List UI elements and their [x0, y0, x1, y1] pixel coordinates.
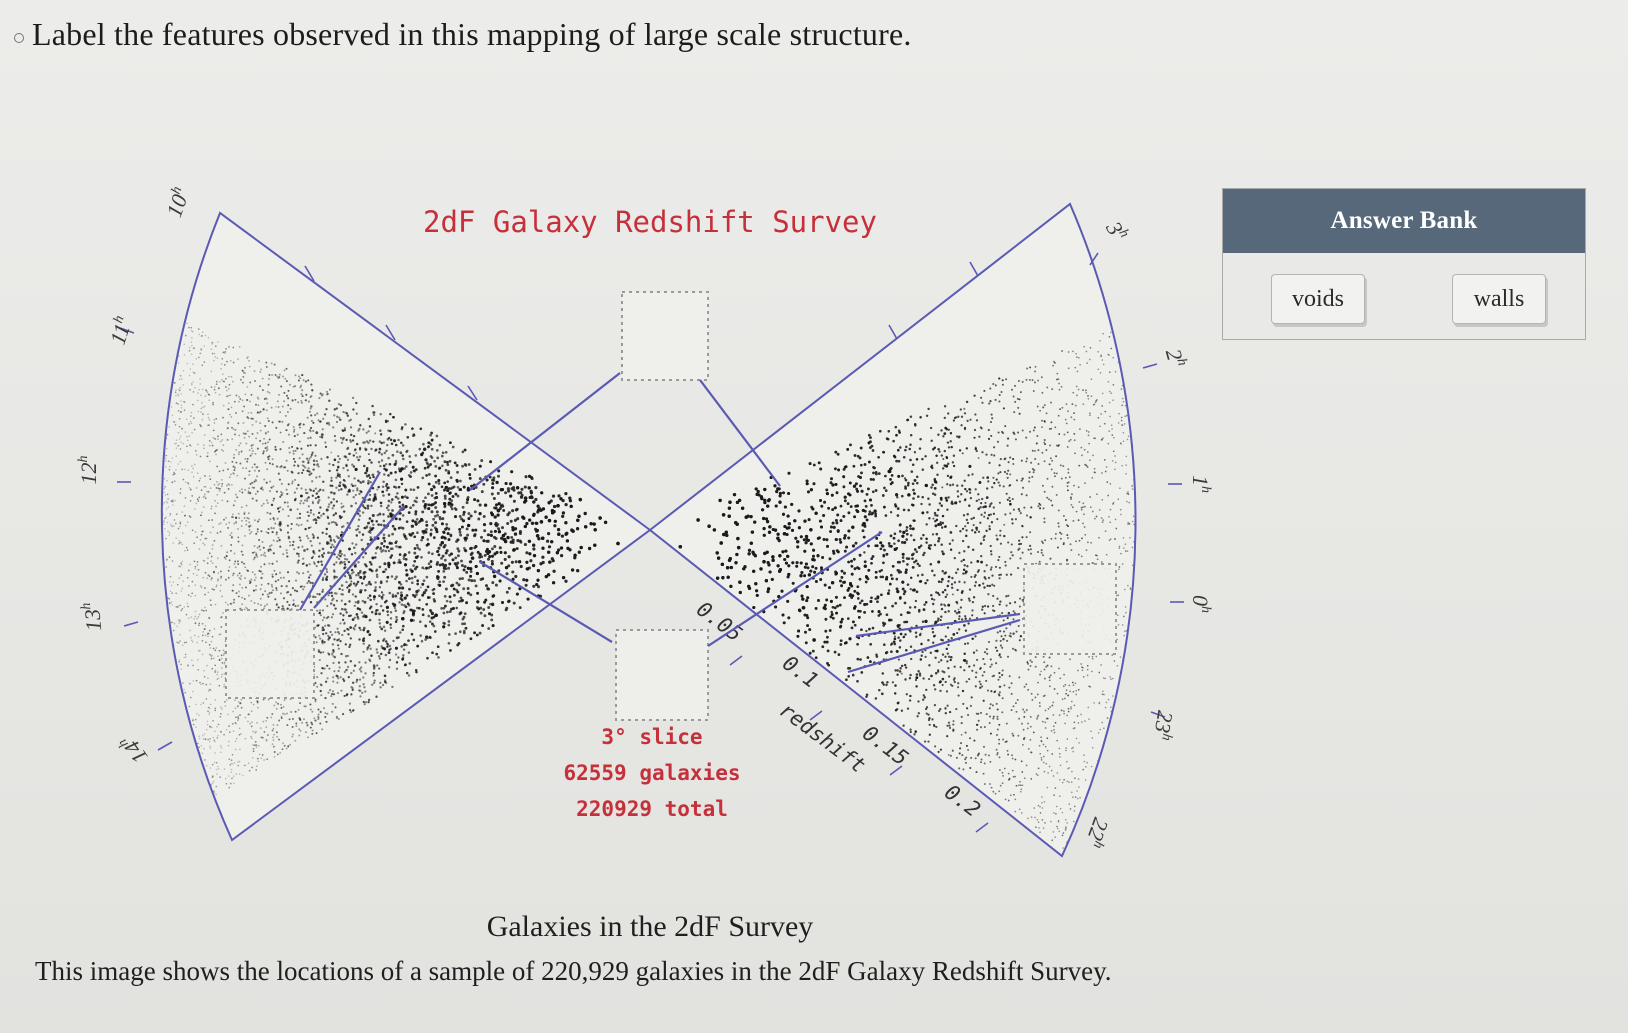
label-targets: [225, 291, 1117, 721]
ra-hour-label: 1h: [1188, 475, 1213, 493]
ra-hour-label: 14h: [115, 730, 152, 768]
right-wedge-outline: [648, 202, 1137, 858]
leader-lines: [299, 372, 1021, 674]
label-drop-target-right[interactable]: [1023, 563, 1117, 655]
label-drop-target-bottom[interactable]: [615, 629, 709, 721]
ra-hour-label: 13h: [79, 601, 106, 632]
answer-bank-header: Answer Bank: [1223, 189, 1585, 253]
ra-hour-label: 3h: [1101, 216, 1132, 245]
total-count-label: 220929 total: [576, 797, 728, 821]
redshift-axis-label: redshift: [775, 698, 870, 778]
ra-hour-label: 11h: [105, 314, 137, 348]
figure-title: 2dF Galaxy Redshift Survey: [423, 205, 877, 239]
answer-bank: Answer Bank voids walls: [1222, 188, 1586, 340]
slice-label: 3° slice: [601, 725, 702, 749]
answer-chip-walls[interactable]: walls: [1452, 274, 1546, 324]
ra-hour-label: 23h: [1149, 709, 1179, 742]
question-label: Label the features observed in this mapp…: [32, 16, 912, 52]
galaxies-count-label: 62559 galaxies: [563, 761, 740, 785]
label-drop-target-top[interactable]: [621, 291, 709, 381]
answer-chip-voids[interactable]: voids: [1271, 274, 1365, 324]
caption-description: This image shows the locations of a samp…: [35, 956, 1112, 986]
bullet-icon: [14, 32, 24, 43]
label-drop-target-left[interactable]: [225, 609, 315, 699]
tick-marks: [117, 252, 1184, 833]
ra-hour-label: 2h: [1161, 346, 1190, 370]
galaxy-points-left: [161, 312, 620, 809]
ra-hour-label: 0h: [1188, 595, 1213, 613]
right-wedge: [650, 204, 1136, 856]
ra-hour-label: 10h: [161, 185, 194, 221]
caption-title: Galaxies in the 2dF Survey: [486, 910, 814, 943]
left-wedge: [161, 213, 650, 840]
left-wedge-outline: [160, 211, 652, 842]
ra-hour-label: 12h: [76, 456, 101, 485]
ra-hour-label: 22h: [1080, 815, 1113, 851]
question-text: Label the features observed in this mapp…: [14, 16, 912, 53]
